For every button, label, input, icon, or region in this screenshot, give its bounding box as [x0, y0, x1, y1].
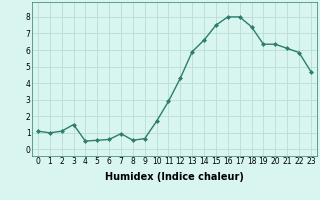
X-axis label: Humidex (Indice chaleur): Humidex (Indice chaleur) [105, 172, 244, 182]
